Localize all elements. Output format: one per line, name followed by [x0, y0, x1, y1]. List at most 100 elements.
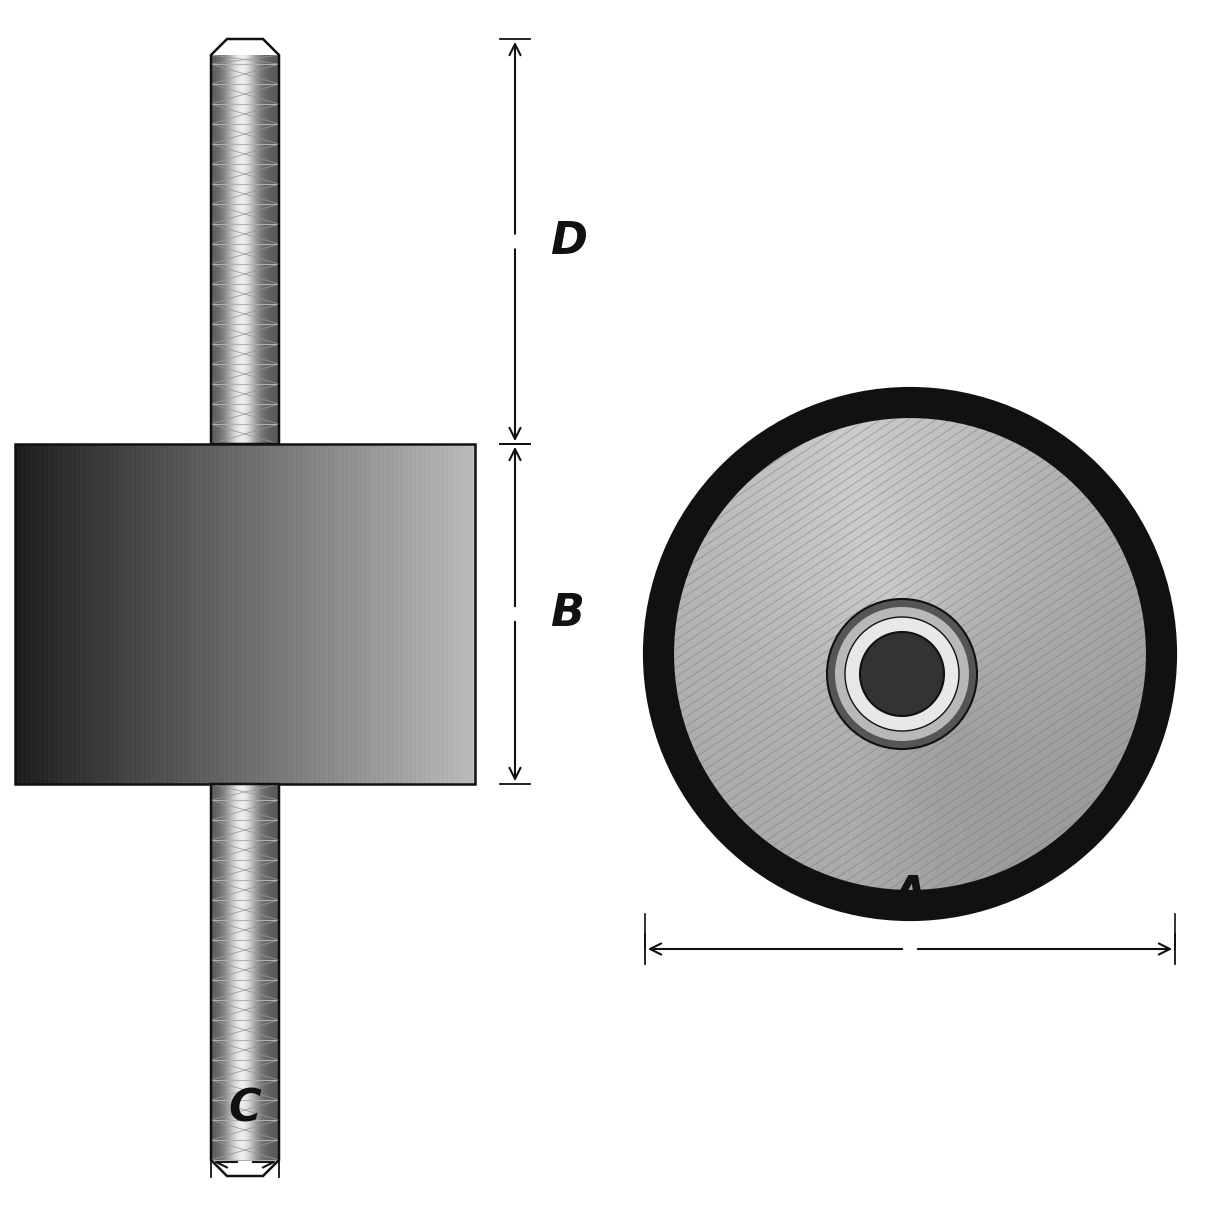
Polygon shape [910, 654, 1091, 812]
Polygon shape [886, 416, 889, 891]
Polygon shape [910, 420, 959, 654]
Polygon shape [910, 654, 1142, 711]
Polygon shape [822, 416, 824, 891]
Polygon shape [910, 654, 1043, 855]
Polygon shape [761, 416, 764, 891]
Polygon shape [1021, 416, 1023, 891]
Polygon shape [1090, 416, 1093, 891]
Polygon shape [704, 416, 707, 891]
Polygon shape [792, 444, 910, 654]
Polygon shape [751, 472, 910, 654]
Polygon shape [910, 495, 1091, 654]
Polygon shape [861, 416, 863, 891]
Polygon shape [796, 416, 799, 891]
Polygon shape [983, 416, 986, 891]
Polygon shape [692, 416, 694, 891]
Polygon shape [910, 422, 968, 654]
Polygon shape [869, 419, 910, 654]
Polygon shape [872, 416, 874, 891]
Polygon shape [853, 416, 856, 891]
Polygon shape [910, 654, 1068, 835]
Polygon shape [1128, 416, 1130, 891]
Polygon shape [747, 416, 749, 891]
Polygon shape [1062, 416, 1063, 891]
Polygon shape [910, 654, 1146, 687]
Polygon shape [1088, 416, 1090, 891]
Text: D: D [550, 220, 588, 263]
Polygon shape [981, 416, 983, 891]
Polygon shape [1138, 416, 1140, 891]
Polygon shape [799, 654, 910, 867]
Polygon shape [744, 416, 747, 891]
Polygon shape [978, 416, 981, 891]
Polygon shape [910, 654, 983, 881]
Polygon shape [910, 654, 1049, 851]
Polygon shape [926, 416, 929, 891]
Polygon shape [676, 605, 910, 654]
Circle shape [673, 416, 1147, 891]
Polygon shape [813, 435, 910, 654]
Polygon shape [943, 416, 946, 891]
Polygon shape [799, 441, 910, 654]
Polygon shape [910, 435, 1006, 654]
Polygon shape [1050, 416, 1053, 891]
Polygon shape [758, 467, 910, 654]
Polygon shape [691, 557, 910, 654]
Polygon shape [1033, 416, 1036, 891]
Polygon shape [1102, 416, 1105, 891]
Polygon shape [714, 654, 910, 793]
Polygon shape [674, 654, 910, 687]
Polygon shape [921, 416, 924, 891]
Polygon shape [902, 654, 910, 891]
Polygon shape [1038, 416, 1040, 891]
Polygon shape [1125, 416, 1128, 891]
Polygon shape [821, 654, 910, 877]
Polygon shape [1107, 416, 1110, 891]
Polygon shape [914, 416, 917, 891]
Polygon shape [777, 453, 910, 654]
Polygon shape [1008, 416, 1010, 891]
Polygon shape [767, 416, 770, 891]
Polygon shape [787, 416, 789, 891]
Polygon shape [1019, 416, 1021, 891]
Polygon shape [1100, 416, 1102, 891]
Polygon shape [910, 444, 1028, 654]
Polygon shape [931, 416, 934, 891]
Polygon shape [1093, 416, 1095, 891]
Polygon shape [867, 416, 869, 891]
Polygon shape [955, 416, 958, 891]
Polygon shape [919, 416, 921, 891]
Polygon shape [734, 654, 910, 818]
Polygon shape [910, 416, 913, 891]
Polygon shape [885, 654, 910, 890]
Polygon shape [861, 420, 910, 654]
Polygon shape [898, 416, 901, 891]
Polygon shape [1118, 416, 1121, 891]
Polygon shape [722, 416, 725, 891]
Polygon shape [1053, 416, 1055, 891]
Polygon shape [910, 654, 926, 891]
Polygon shape [910, 654, 1036, 860]
Polygon shape [910, 550, 1127, 654]
Polygon shape [700, 535, 910, 654]
Polygon shape [809, 416, 811, 891]
Polygon shape [910, 654, 943, 890]
Polygon shape [958, 416, 960, 891]
Polygon shape [685, 573, 910, 654]
Polygon shape [1113, 416, 1116, 891]
Polygon shape [734, 416, 737, 891]
Polygon shape [910, 419, 943, 654]
Polygon shape [707, 416, 709, 891]
Polygon shape [832, 416, 834, 891]
Polygon shape [908, 416, 910, 891]
Polygon shape [988, 416, 991, 891]
Polygon shape [1031, 416, 1033, 891]
Polygon shape [705, 654, 910, 779]
Polygon shape [804, 416, 806, 891]
Polygon shape [697, 654, 910, 765]
Polygon shape [724, 654, 910, 806]
Polygon shape [845, 654, 910, 884]
Polygon shape [877, 654, 910, 890]
Polygon shape [673, 416, 675, 891]
Polygon shape [894, 654, 910, 891]
